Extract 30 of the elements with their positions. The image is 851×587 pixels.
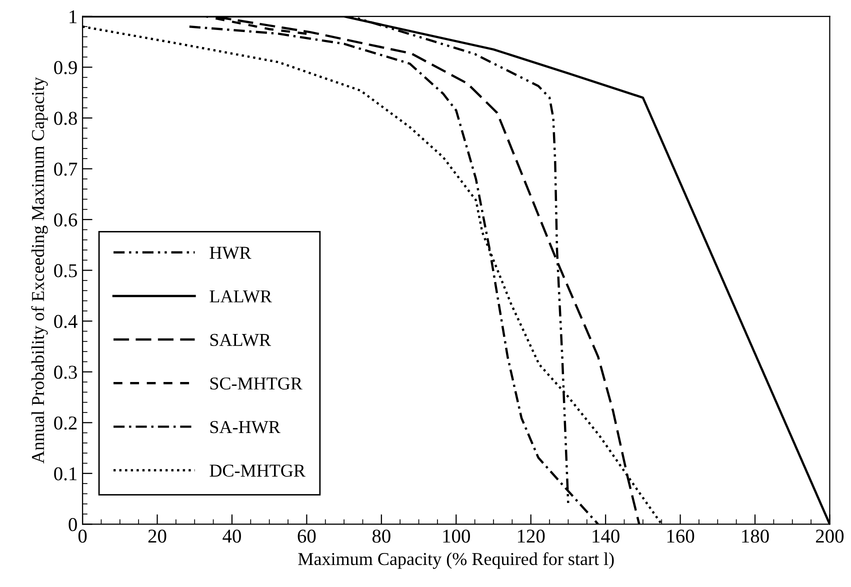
y-tick-label: 0.7 (54, 162, 78, 176)
x-tick-label: 100 (443, 530, 470, 543)
y-tick-label: 0.5 (54, 264, 77, 278)
legend-label: LALWR (210, 290, 272, 303)
x-tick-label: 180 (742, 530, 769, 543)
y-tick-label: 0.4 (54, 314, 78, 328)
y-tick-label: 0.8 (54, 112, 77, 126)
legend-label: SA-HWR (210, 421, 280, 434)
legend-label: DC-MHTGR (210, 464, 306, 477)
x-tick-label: 160 (667, 530, 694, 543)
legend-label: SC-MHTGR (210, 377, 302, 390)
y-axis-title: Annual Probability of Exceeding Maximum Capacity (31, 77, 48, 464)
y-tick-label: 0.3 (54, 366, 77, 379)
x-tick-label: 60 (298, 530, 316, 543)
x-tick-label: 40 (222, 530, 241, 543)
x-axis-title: Maximum Capacity (% Required for start l) (298, 552, 614, 569)
x-tick-label: 80 (372, 530, 390, 543)
y-tick-label: 0 (68, 518, 77, 532)
y-tick-label: 0.2 (54, 416, 77, 430)
legend-label: HWR (210, 246, 252, 259)
y-tick-label: 1 (70, 10, 77, 24)
x-tick-label: 140 (592, 530, 620, 543)
x-tick-label: 0 (78, 530, 87, 543)
legend-label: SALWR (210, 334, 272, 346)
x-tick-label: 20 (148, 530, 166, 543)
y-tick-label: 0.1 (54, 467, 77, 480)
x-tick-label: 200 (816, 530, 844, 543)
y-tick-label: 0.9 (54, 61, 77, 74)
y-tick-label: 0.6 (54, 213, 78, 227)
x-tick-label: 120 (518, 530, 545, 543)
